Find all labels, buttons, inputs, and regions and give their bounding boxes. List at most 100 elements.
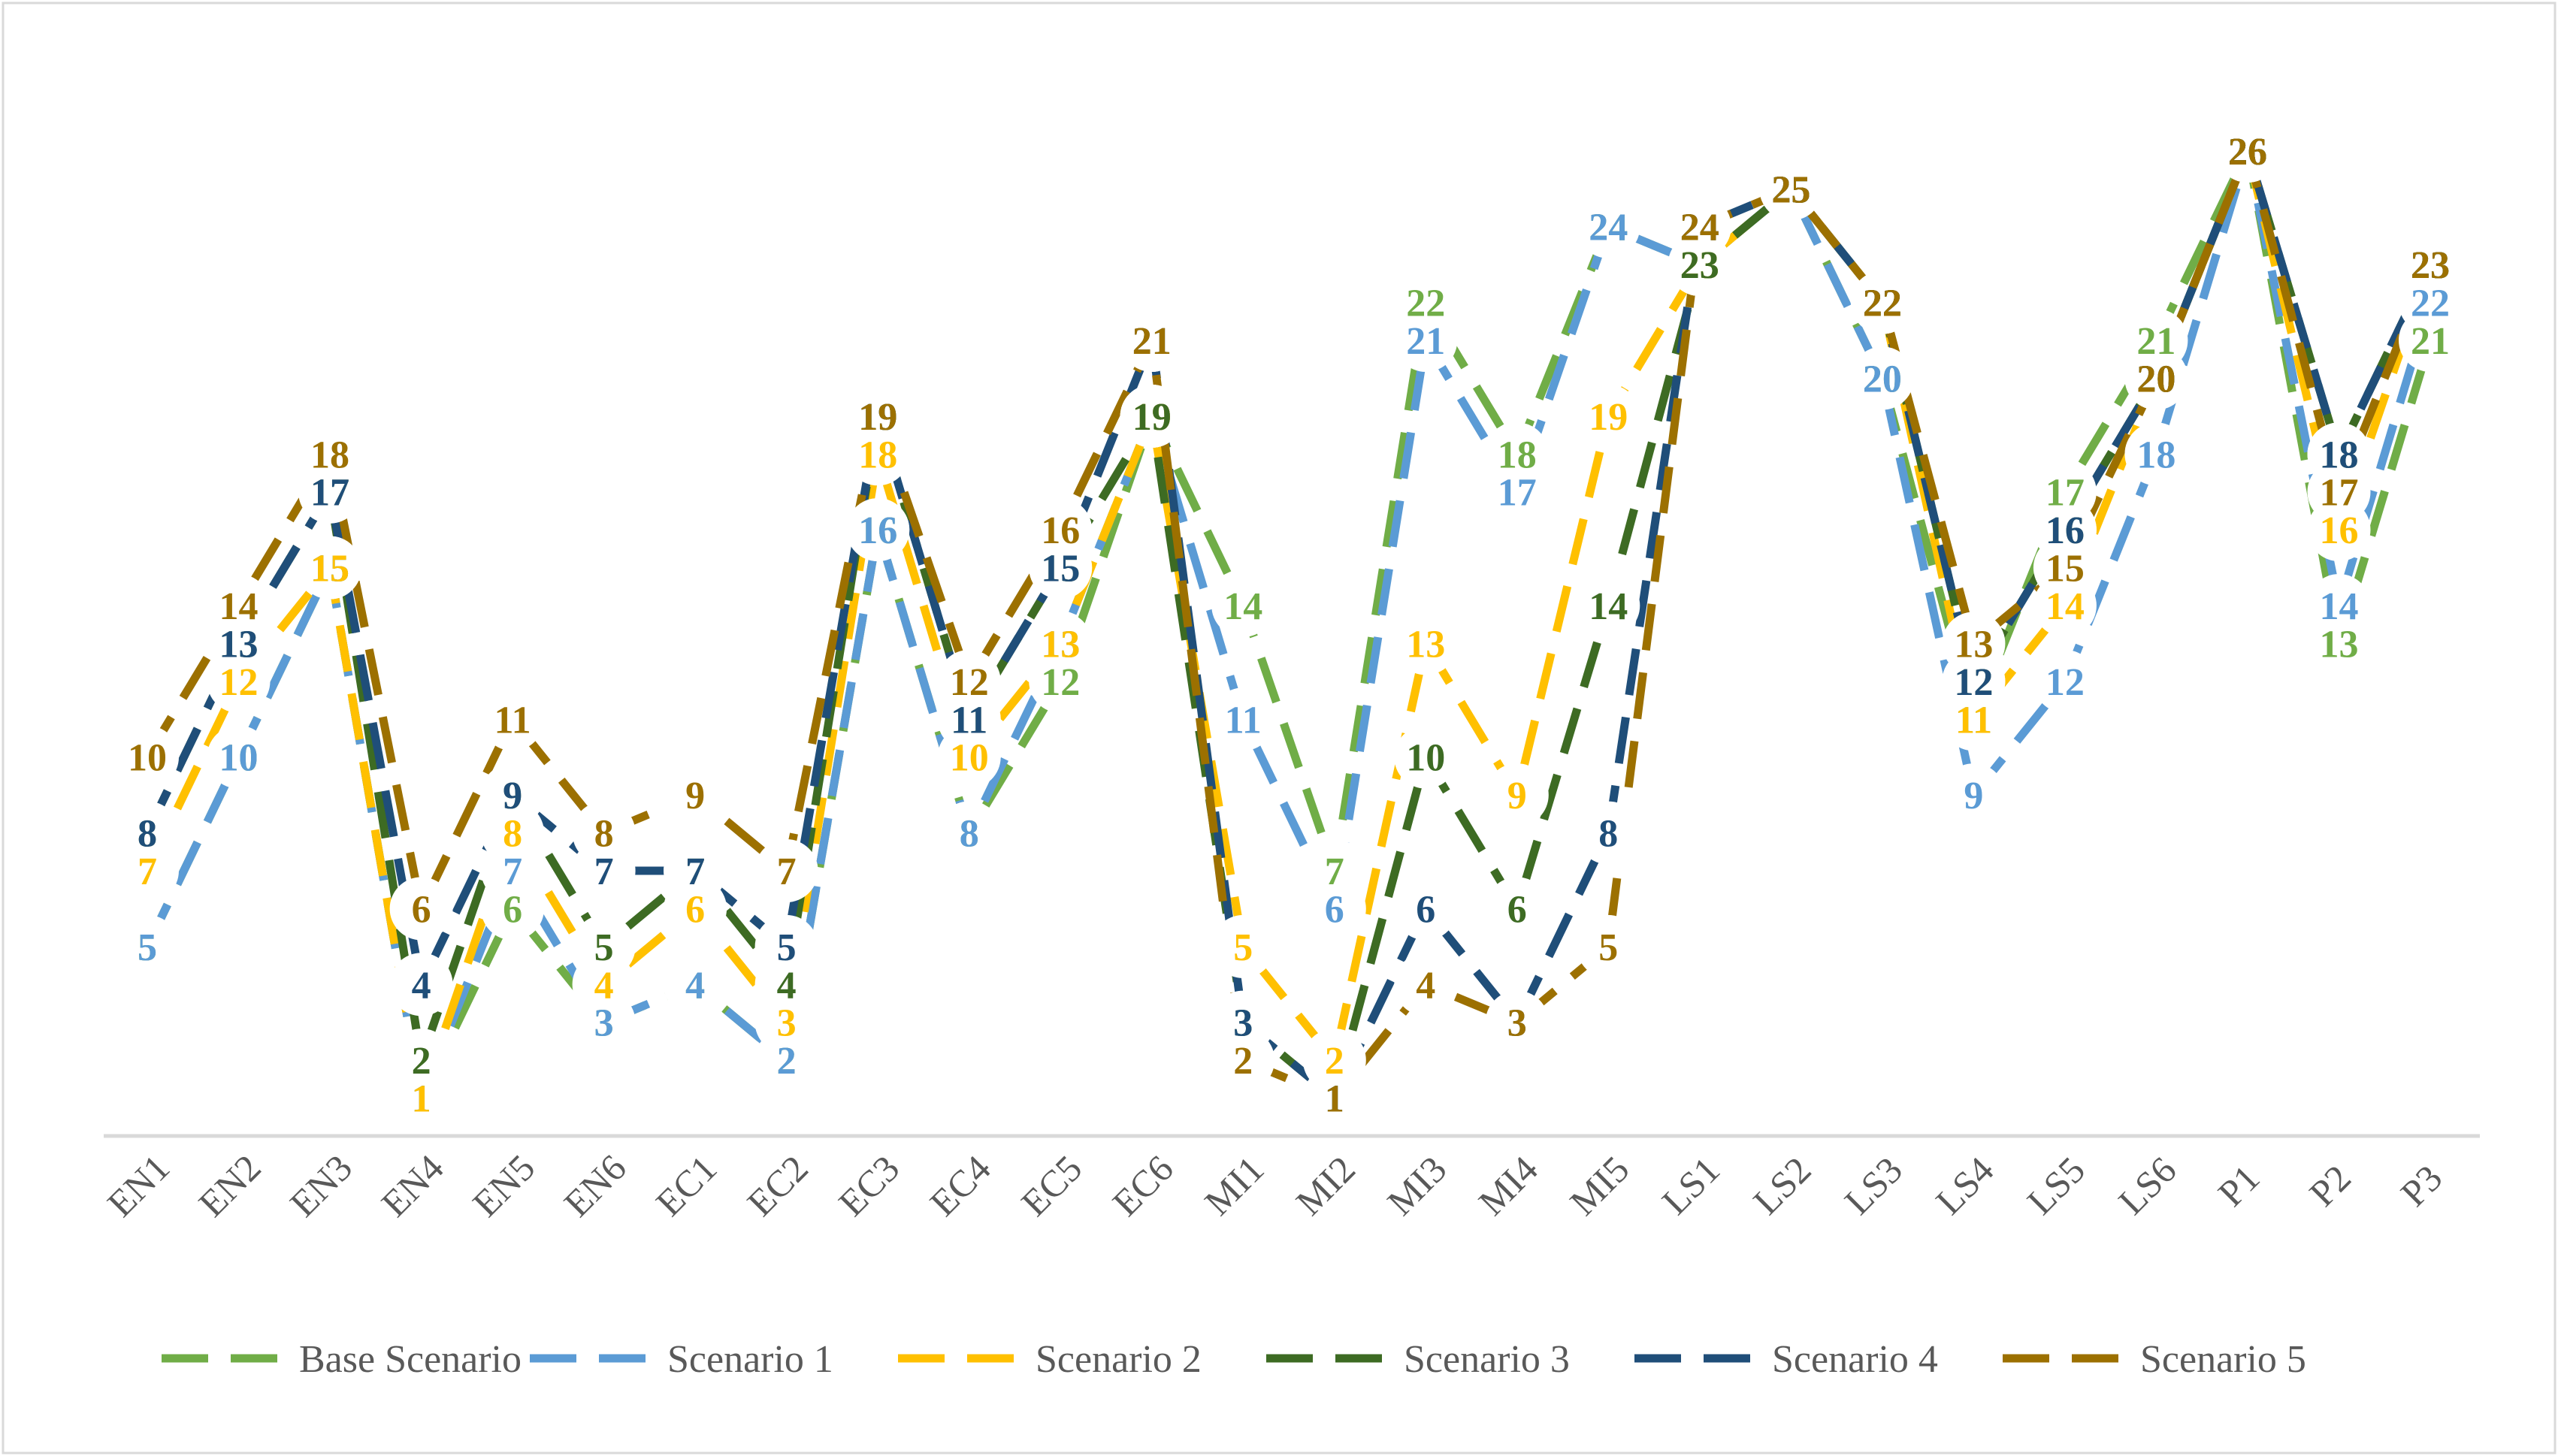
legend-label-1: Base Scenario [299,1338,522,1381]
data-label: 3 [1507,1002,1527,1045]
data-label: 6 [1325,888,1344,931]
data-label: 1 [412,1078,431,1121]
data-label: 13 [1406,623,1445,666]
data-label: 13 [2320,623,2359,666]
data-label: 2 [1233,1040,1253,1083]
legend: Base Scenario Scenario 1 Scenario 2 Scenari… [162,1338,2306,1381]
data-label: 15 [2045,548,2085,591]
data-label-bg [754,839,818,902]
data-label: 6 [1416,888,1435,931]
data-label: 2 [412,1040,431,1083]
data-label: 7 [1325,850,1344,893]
data-label: 14 [219,585,259,628]
data-label: 17 [2320,472,2359,515]
data-label: 15 [1041,548,1080,591]
data-label: 20 [2136,358,2176,400]
data-label: 2 [777,1040,797,1083]
data-label: 25 [1771,168,1810,211]
data-label: 7 [777,850,797,893]
data-label-bg [1394,612,1458,675]
data-label-bg [1029,498,1093,562]
legend-label-5: Scenario 4 [1772,1338,1938,1381]
data-label: 4 [1416,964,1435,1007]
data-label-bg [664,953,727,1016]
legend-label-2: Scenario 1 [667,1338,833,1381]
data-label: 25 [1771,168,1810,211]
data-label: 13 [219,623,259,666]
data-label: 5 [1233,926,1253,969]
data-label-bg [1211,914,1275,978]
data-label-bg [1577,384,1640,448]
data-label-bg [1577,195,1640,258]
data-label: 11 [951,699,987,742]
data-label: 5 [1598,926,1618,969]
data-label: 11 [1225,699,1262,742]
data-label: 16 [2320,509,2359,552]
data-label: 3 [777,1002,797,1045]
data-label: 25 [1771,168,1810,211]
data-label: 23 [1680,244,1719,287]
data-label: 18 [310,433,349,476]
data-label-bg [1668,195,1731,258]
data-label-bg [1577,574,1640,637]
data-label: 16 [2045,509,2085,552]
data-label: 5 [138,926,157,969]
data-label: 20 [2136,358,2176,400]
data-label-bg [207,574,271,637]
data-label: 9 [503,775,522,817]
data-label-bg [754,914,818,978]
data-label-bg [389,953,453,1016]
data-label: 13 [219,623,259,666]
data-label-bg [481,763,545,827]
data-label: 1 [412,1078,431,1121]
data-label: 19 [858,396,897,439]
data-label-bg [937,801,1001,865]
data-label: 21 [2411,320,2450,363]
data-label: 10 [128,737,167,780]
data-label: 15 [1041,548,1080,591]
data-label: 22 [1863,282,1902,325]
data-label: 8 [960,813,979,856]
data-label: 12 [2045,661,2085,704]
data-label: 19 [858,396,897,439]
data-label: 14 [2045,585,2085,628]
data-label-bg [2399,233,2462,297]
data-label-bg [1850,346,1914,410]
data-label: 17 [310,472,349,515]
data-label: 4 [685,964,705,1007]
data-label: 8 [594,813,614,856]
data-label-bg [116,801,179,865]
data-label-bg [1211,574,1275,637]
data-label: 1 [1325,1078,1344,1121]
data-label-bg [937,649,1001,713]
data-label: 8 [1598,813,1618,856]
data-label: 7 [685,850,705,893]
data-label-bg [2033,536,2097,600]
data-label: 16 [858,509,897,552]
data-label-bg [1029,612,1093,675]
data-label-bg [1577,914,1640,978]
data-label-bg [846,384,910,448]
data-label: 8 [138,813,157,856]
data-label: 10 [219,737,259,780]
data-label-bg [2307,460,2371,524]
data-label: 18 [858,433,897,476]
data-label: 22 [1863,282,1902,325]
data-label: 7 [138,850,157,893]
data-label: 26 [2228,131,2267,174]
data-label: 12 [1954,661,1993,704]
data-label-bg [1942,612,2006,675]
data-label: 13 [1954,623,1993,666]
legend-label-3: Scenario 2 [1036,1338,1202,1381]
data-label: 11 [1955,699,1992,742]
data-label: 11 [494,699,531,742]
data-label-bg [389,1029,453,1092]
data-label: 20 [2136,358,2176,400]
data-label-bg [1485,460,1549,524]
data-label-bg [2216,119,2279,183]
data-label-bg [1394,953,1458,1016]
data-label-bg [1759,157,1823,221]
data-label: 22 [2411,282,2450,325]
